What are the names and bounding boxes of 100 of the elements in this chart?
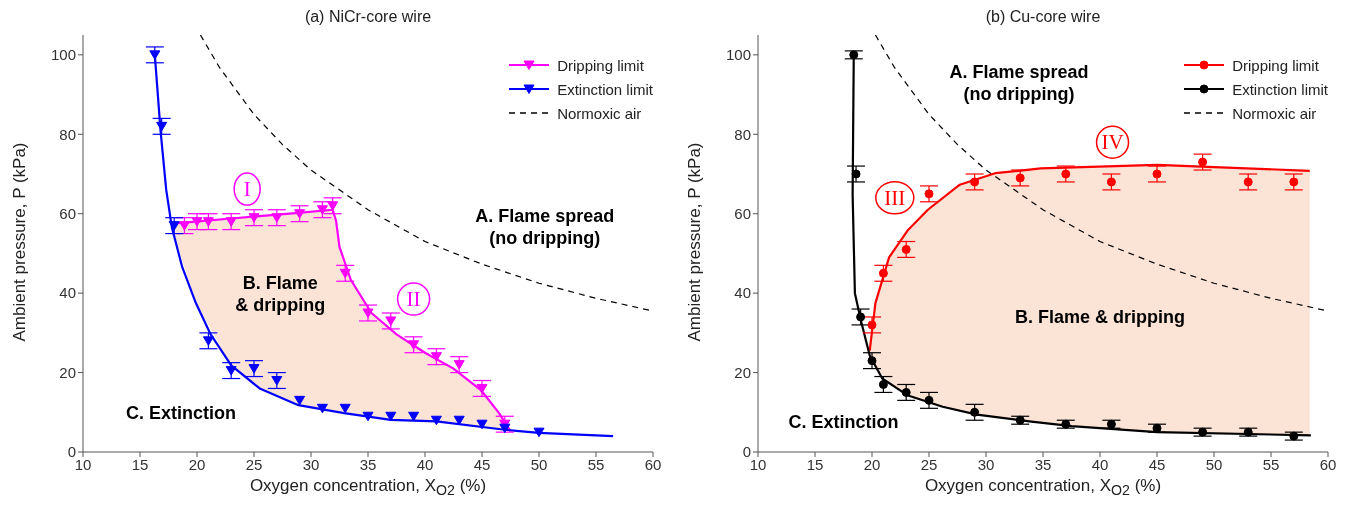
legend-label: Extinction limit: [557, 80, 653, 98]
x-tick-label: 15: [806, 455, 824, 473]
x-tick-label: 10: [74, 455, 92, 473]
point: [1152, 423, 1162, 433]
point: [499, 423, 511, 434]
point: [408, 340, 420, 350]
y-tick-label: 80: [734, 125, 751, 143]
point: [149, 50, 161, 60]
point: [339, 403, 351, 414]
point: [476, 383, 488, 394]
x-tick-label: 15: [131, 455, 149, 473]
x-tick-label: 40: [1091, 455, 1109, 473]
annotation: A. Flame spread (no dripping): [475, 204, 615, 249]
point: [168, 221, 180, 231]
point: [191, 217, 203, 227]
point: [430, 352, 442, 362]
point: [867, 356, 877, 366]
point: [202, 217, 214, 227]
point: [156, 121, 168, 132]
point: [362, 411, 374, 422]
y-tick-label: 0: [67, 443, 76, 461]
annotation: B. Flame & dripping: [1014, 305, 1186, 328]
point: [453, 360, 465, 370]
annotation: III: [884, 185, 906, 210]
annotation: II: [406, 287, 421, 312]
y-tick-label: 0: [742, 443, 751, 461]
point: [901, 387, 911, 397]
x-tick-label: 25: [245, 455, 263, 473]
point: [1061, 169, 1071, 179]
chart-title: (b) Cu-core wire: [984, 8, 1102, 26]
point: [1106, 177, 1116, 187]
point: [1289, 177, 1299, 187]
annotation: IV: [1101, 130, 1124, 155]
x-axis-title: Oxygen concentration, X$_{O2}$ (%): [248, 476, 488, 499]
point: [849, 50, 859, 60]
point: [339, 268, 351, 279]
point: [970, 407, 980, 417]
y-axis-title: Ambient pressure, P (kPa): [685, 142, 705, 342]
point: [476, 419, 488, 430]
point: [362, 308, 374, 318]
point: [970, 177, 980, 187]
point: [1015, 415, 1025, 425]
x-tick-label: 30: [977, 455, 995, 473]
y-tick-label: 100: [50, 46, 76, 64]
annotation: A. Flame spread (no dripping): [949, 60, 1089, 105]
x-tick-label: 60: [644, 455, 662, 473]
legend-label: Extinction limit: [1232, 80, 1328, 98]
point: [1198, 427, 1208, 437]
y-tick-label: 20: [59, 363, 76, 381]
x-tick-label: 60: [1319, 455, 1337, 473]
point: [1106, 419, 1116, 429]
point: [248, 364, 260, 374]
point: [248, 213, 260, 223]
point: [1243, 427, 1253, 437]
x-tick-label: 35: [359, 455, 377, 473]
y-tick-label: 20: [734, 363, 751, 381]
point: [271, 213, 283, 223]
x-tick-label: 25: [920, 455, 938, 473]
point: [294, 395, 306, 406]
annotation: C. Extinction: [126, 402, 237, 425]
point: [533, 427, 545, 438]
x-tick-label: 20: [188, 455, 206, 473]
x-tick-label: 55: [587, 455, 605, 473]
x-tick-label: 50: [1205, 455, 1223, 473]
legend-label: Normoxic air: [1232, 104, 1317, 122]
y-tick-label: 60: [734, 205, 751, 223]
point: [878, 379, 888, 389]
x-tick-label: 45: [1148, 455, 1166, 473]
point: [271, 376, 283, 386]
point: [867, 320, 877, 330]
x-tick-label: 50: [530, 455, 548, 473]
point: [1015, 173, 1025, 183]
y-tick-label: 40: [734, 284, 751, 302]
x-tick-label: 30: [302, 455, 320, 473]
x-tick-label: 20: [863, 455, 881, 473]
point: [225, 366, 237, 376]
x-tick-label: 10: [749, 455, 767, 473]
point: [1198, 157, 1208, 167]
point: [1243, 177, 1253, 187]
point: [856, 312, 866, 322]
x-tick-label: 35: [1034, 455, 1052, 473]
point: [294, 209, 306, 219]
point: [202, 336, 214, 346]
point: [316, 403, 328, 414]
point: [901, 244, 911, 254]
point: [924, 395, 934, 405]
point: [225, 217, 237, 227]
point: [851, 169, 861, 179]
legend-label: Normoxic air: [557, 104, 642, 122]
point: [1152, 169, 1162, 179]
point: [327, 201, 339, 211]
x-tick-label: 55: [1262, 455, 1280, 473]
y-tick-label: 100: [725, 46, 751, 64]
annotation: B. Flame & dripping: [235, 272, 326, 317]
y-tick-label: 80: [59, 125, 76, 143]
point: [878, 268, 888, 278]
point: [924, 189, 934, 199]
legend-label: Dripping limit: [1232, 56, 1319, 74]
annotation: I: [243, 177, 251, 202]
annotation: C. Extinction: [788, 411, 899, 434]
